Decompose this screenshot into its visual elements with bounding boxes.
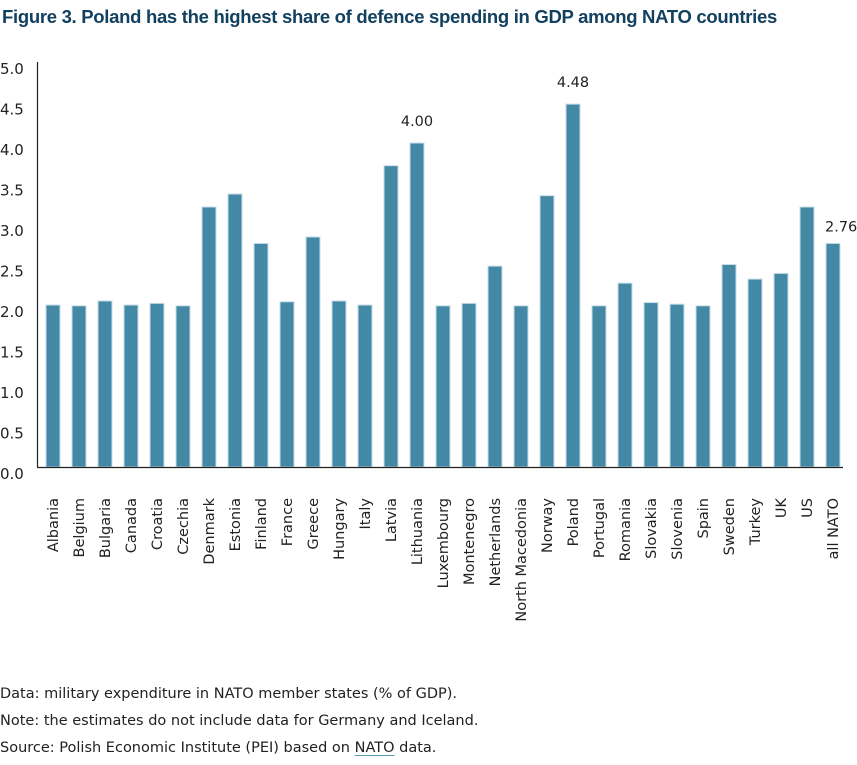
bar-france (279, 301, 295, 468)
bar-luxembourg (435, 305, 451, 468)
source-prefix: Source: Polish Economic Institute (PEI) … (0, 740, 355, 756)
bar-spain (695, 305, 711, 468)
x-tick-label: Estonia (228, 498, 244, 551)
bar-romania (617, 282, 633, 468)
x-tick-label: France (280, 498, 296, 546)
x-tick-label: Slovenia (670, 498, 686, 560)
x-tick-label: Czechia (176, 498, 192, 555)
data-label: 4.48 (557, 75, 589, 91)
x-tick-label: Slovakia (644, 498, 660, 559)
y-tick-label: 1.0 (0, 384, 24, 402)
x-tick-label: Sweden (722, 498, 738, 555)
bar-chart: 0.00.51.01.52.02.53.03.54.04.55.0 4.004.… (0, 60, 857, 622)
data-note: Data: military expenditure in NATO membe… (0, 686, 458, 702)
x-tick-label: Norway (540, 498, 556, 553)
data-labels: 4.00 4.48 2.76 (401, 75, 857, 235)
x-tick-label: Bulgaria (98, 498, 114, 558)
x-tick-label: Denmark (202, 497, 218, 564)
figure-title: Figure 3. Poland has the highest share o… (2, 6, 777, 27)
y-tick-label: 4.0 (0, 141, 24, 159)
data-label: 2.76 (825, 219, 857, 235)
y-tick-label: 3.0 (0, 222, 24, 240)
x-tick-label: US (800, 498, 816, 518)
nato-source-link[interactable]: NATO (354, 740, 395, 756)
x-tick-label: Italy (358, 498, 374, 530)
bar-netherlands (487, 265, 503, 468)
source-suffix: data. (394, 740, 437, 756)
bar-turkey (747, 278, 763, 468)
x-axis-ticks: Albania Belgium Bulgaria Canada Croatia Czech… (46, 497, 842, 621)
bar-norway (539, 195, 555, 468)
source-note: Source: Polish Economic Institute (PEI) … (0, 740, 436, 756)
y-tick-label: 0.0 (0, 465, 24, 483)
y-tick-label: 0.5 (0, 425, 24, 443)
x-tick-label: Latvia (384, 498, 400, 542)
x-tick-label: all NATO (826, 498, 842, 559)
bar-north-macedonia (513, 305, 529, 468)
bar-bulgaria (97, 300, 113, 468)
data-label: 4.00 (401, 114, 433, 130)
bar-sweden (721, 264, 737, 468)
x-tick-label: Hungary (332, 498, 348, 560)
bar-czechia (175, 305, 191, 468)
x-tick-label: Croatia (150, 498, 166, 550)
bar-estonia (227, 193, 243, 468)
x-tick-label: Spain (696, 498, 712, 539)
bar-uk (773, 272, 789, 468)
bar-slovakia (643, 302, 659, 468)
x-tick-label: Turkey (748, 498, 764, 547)
y-axis-ticks: 0.0 0.5 1.0 1.5 2.0 2.5 3.0 3.5 4.0 4.5 5.0 (0, 60, 24, 483)
bar-slovenia (669, 303, 685, 468)
bar-albania (45, 304, 61, 468)
x-tick-label: Portugal (592, 498, 608, 558)
bar-croatia (149, 302, 165, 468)
bar-greece (305, 236, 321, 468)
y-tick-label: 4.5 (0, 101, 24, 119)
x-tick-label: Finland (254, 498, 270, 550)
y-tick-label: 3.5 (0, 182, 24, 200)
x-tick-label: Montenegro (462, 498, 478, 585)
x-tick-label: Albania (46, 498, 62, 552)
x-tick-label: Netherlands (488, 498, 504, 586)
x-tick-label: UK (774, 498, 790, 519)
bar-all-nato (825, 242, 841, 468)
exclusion-note: Note: the estimates do not include data … (0, 713, 479, 729)
x-tick-label: Canada (124, 498, 140, 553)
x-tick-label: Greece (306, 498, 322, 550)
y-tick-label: 2.5 (0, 263, 24, 281)
y-tick-label: 1.5 (0, 344, 24, 362)
x-tick-label: Romania (618, 498, 634, 561)
bar-italy (357, 304, 373, 468)
y-tick-label: 5.0 (0, 60, 24, 78)
x-tick-label: Luxembourg (436, 498, 452, 588)
x-tick-label: Poland (566, 498, 582, 546)
y-tick-label: 2.0 (0, 303, 24, 321)
bar-latvia (383, 165, 399, 468)
bar-denmark (201, 206, 217, 468)
bar-belgium (71, 305, 87, 468)
x-tick-label: Lithuania (410, 498, 426, 565)
bar-finland (253, 242, 269, 468)
bar-portugal (591, 305, 607, 468)
bar-lithuania (409, 142, 425, 468)
bar-hungary (331, 300, 347, 468)
bar-poland (565, 103, 581, 468)
x-tick-label: Belgium (72, 498, 88, 557)
bar-us (799, 206, 815, 468)
bar-canada (123, 304, 139, 468)
bar-montenegro (461, 302, 477, 468)
x-tick-label: North Macedonia (514, 498, 530, 622)
bars (45, 103, 841, 468)
